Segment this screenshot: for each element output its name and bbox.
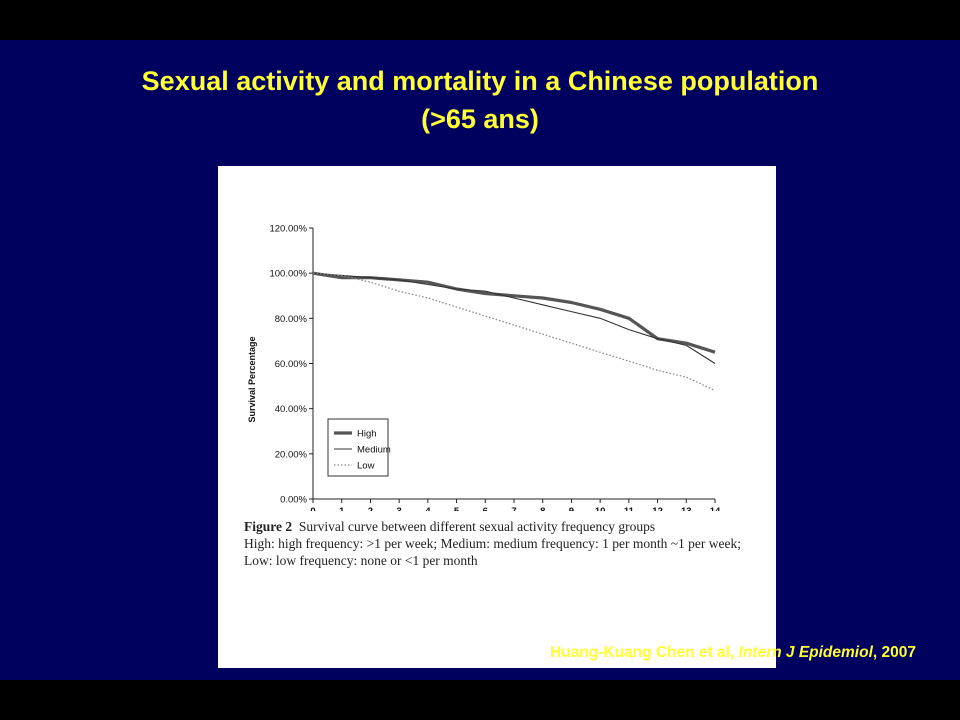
- y-tick-label: 60.00%: [275, 359, 308, 370]
- x-tick-label: 12: [652, 506, 663, 511]
- x-tick-label: 4: [425, 506, 431, 511]
- y-tick-label: 20.00%: [275, 449, 308, 460]
- y-tick-label: 40.00%: [275, 404, 308, 415]
- series-line-medium: [312, 272, 716, 364]
- x-tick-label: 14: [710, 506, 721, 511]
- citation: Huang-Kuang Chen et al, Intern J Epidemi…: [550, 644, 916, 662]
- y-tick-label: 120.00%: [269, 224, 307, 235]
- slide-title: Sexual activity and mortality in a Chine…: [141, 66, 819, 96]
- y-tick-label: 80.00%: [275, 314, 308, 325]
- x-tick-label: 13: [681, 506, 692, 511]
- y-tick-label: 0.00%: [280, 495, 307, 506]
- x-tick-label: 5: [454, 506, 460, 511]
- x-tick-label: 7: [511, 506, 516, 511]
- legend-label-medium: Medium: [357, 445, 391, 456]
- x-tick-label: 9: [569, 506, 574, 511]
- x-tick-label: 2: [368, 506, 373, 511]
- legend-label-low: Low: [357, 461, 375, 472]
- y-axis-label: Survival Percentage: [247, 336, 257, 422]
- figure-panel: 0.00% 20.00% 40.00% 60.00% 80.00% 100.00% 120.…: [218, 166, 776, 668]
- citation-authors: Huang-Kuang Chen et al,: [549, 644, 739, 661]
- series-line-high: [312, 271, 716, 354]
- citation-year: , 2007: [872, 644, 916, 661]
- x-tick-label: 6: [483, 506, 488, 511]
- x-tick-label: 11: [624, 506, 635, 511]
- caption-definitions: High: high frequency: >1 per week; Mediu…: [244, 536, 742, 568]
- x-tick-label: 0: [310, 506, 315, 511]
- caption-label: Figure 2: [244, 519, 293, 534]
- series-line-low: [312, 272, 716, 392]
- x-tick-label: 1: [339, 506, 345, 511]
- x-tick-label: 3: [396, 506, 401, 511]
- caption-text: Survival curve between different sexual …: [298, 519, 656, 534]
- slide-subtitle: (>65 ans): [421, 104, 539, 134]
- legend-label-high: High: [357, 429, 377, 440]
- y-tick-label: 100.00%: [269, 269, 307, 280]
- x-tick-label: 8: [540, 506, 545, 511]
- survival-chart: 0.00% 20.00% 40.00% 60.00% 80.00% 100.00% 120.…: [247, 224, 721, 512]
- x-tick-label: 10: [595, 506, 606, 511]
- legend-box: [327, 418, 389, 477]
- slide-background: Sexual activity and mortality in a Chine…: [0, 40, 960, 680]
- citation-journal: Intern J Epidemiol: [738, 644, 873, 661]
- figure-caption: Figure 2 Survival curve between differen…: [244, 518, 744, 569]
